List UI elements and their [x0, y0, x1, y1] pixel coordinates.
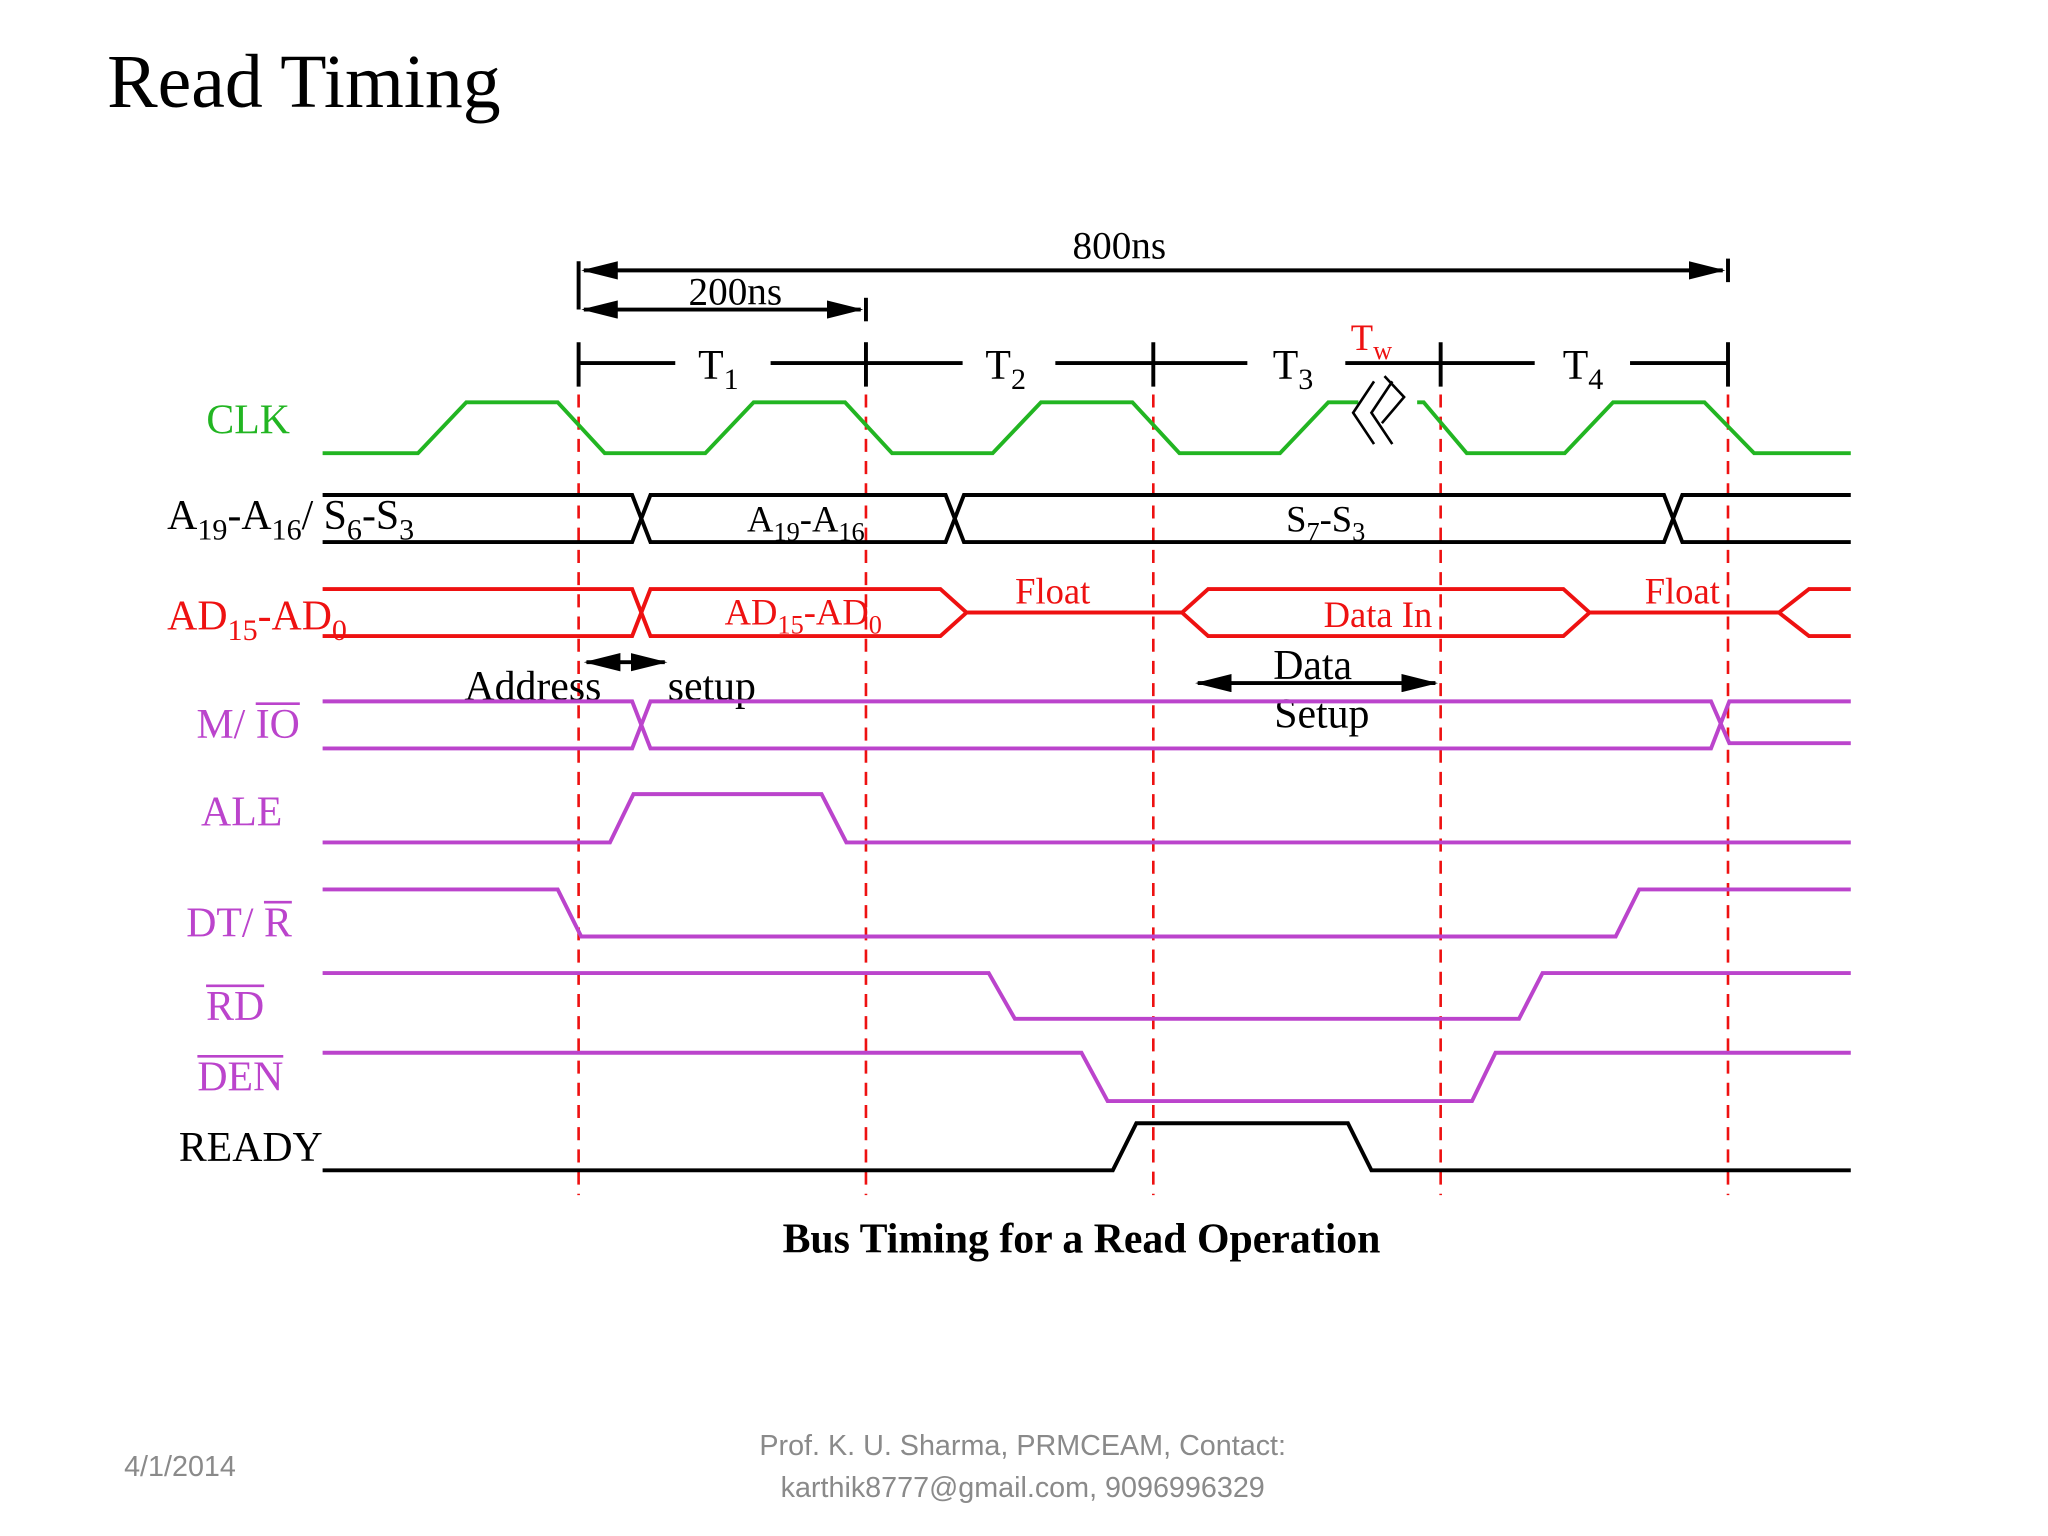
text-segment: 2	[1011, 362, 1026, 396]
text-segment: / S	[302, 493, 347, 539]
footer-credit: karthik8777@gmail.com, 9096996329	[781, 1472, 1265, 1504]
text-segment: RD	[206, 984, 264, 1030]
text-segment: DEN	[197, 1055, 283, 1101]
text-segment: 19	[197, 512, 227, 546]
state-label: T3	[1273, 343, 1314, 396]
text-segment: T	[698, 343, 724, 389]
diagram-caption: Bus Timing for a Read Operation	[783, 1217, 1381, 1263]
wait-state-label: Tw	[1351, 317, 1392, 365]
text-segment: IO	[256, 702, 300, 748]
dtr-wave	[322, 887, 1851, 939]
text-segment: READY	[179, 1125, 323, 1171]
text-segment: 3	[399, 512, 414, 546]
ad-bus	[322, 587, 1851, 639]
text-segment: -S	[362, 493, 399, 539]
wait-break	[1369, 380, 1394, 445]
mio-wave	[322, 699, 1851, 751]
footer-date: 4/1/2014	[124, 1451, 236, 1483]
text-segment: S	[1286, 499, 1306, 540]
annotation: Data	[1273, 643, 1352, 689]
text-segment: 0	[332, 613, 347, 647]
text-segment: -A	[800, 499, 839, 540]
text-segment: 19	[773, 518, 799, 547]
text-segment: T	[1563, 343, 1589, 389]
text-segment: 15	[777, 610, 803, 639]
signal-label: CLK	[206, 398, 290, 444]
text-segment: A	[747, 499, 774, 540]
wait-break	[1351, 380, 1376, 445]
text-segment: -S	[1320, 499, 1353, 540]
bus-content: A19-A16	[747, 499, 865, 547]
ad-bus	[322, 587, 1851, 639]
text-segment: AD	[725, 591, 778, 632]
signal-label: AD15-AD0	[167, 594, 347, 647]
footer-credit: Prof. K. U. Sharma, PRMCEAM, Contact:	[759, 1430, 1286, 1462]
den-wave	[322, 1050, 1851, 1104]
signal-label: RD	[206, 984, 264, 1030]
text-segment: 16	[838, 518, 864, 547]
time-label: 800ns	[1073, 225, 1167, 268]
text-segment: M/	[197, 702, 256, 748]
text-segment: 16	[272, 512, 302, 546]
state-label: T2	[985, 343, 1026, 396]
text-segment: AD	[167, 594, 227, 640]
text-segment: T	[1273, 343, 1299, 389]
text-segment: 6	[347, 512, 362, 546]
signal-label: DT/ R	[186, 900, 292, 946]
text-segment: 3	[1352, 518, 1365, 547]
bus-content: Float	[1645, 570, 1720, 611]
text-segment: -A	[227, 493, 271, 539]
bus-content: Float	[1015, 570, 1090, 611]
text-segment: DT/	[186, 900, 264, 946]
text-segment: 1	[724, 362, 739, 396]
ready-wave	[322, 1121, 1851, 1173]
state-label: T1	[698, 343, 739, 396]
text-segment: 7	[1306, 518, 1319, 547]
annotation: Setup	[1274, 692, 1369, 738]
text-segment: 0	[869, 610, 882, 639]
time-label: 200ns	[689, 270, 783, 313]
address-bus	[322, 493, 1851, 544]
bus-content: S7-S3	[1286, 499, 1365, 547]
bus-content: AD15-AD0	[725, 591, 882, 639]
clk-wave	[1417, 400, 1851, 456]
bus-content: Data In	[1324, 594, 1433, 635]
text-segment: 4	[1588, 362, 1603, 396]
signal-label: A19-A16/ S6-S3	[167, 493, 414, 546]
mio-wave	[322, 699, 1851, 751]
text-segment: CLK	[206, 398, 290, 444]
signal-label: ALE	[201, 789, 282, 835]
text-segment: ALE	[201, 789, 282, 835]
text-segment: R	[264, 900, 292, 946]
text-segment: -AD	[258, 594, 332, 640]
state-label: T4	[1563, 343, 1604, 396]
text-segment: A	[167, 493, 197, 539]
text-segment: w	[1373, 336, 1392, 365]
signal-label: READY	[179, 1125, 323, 1171]
text-segment: 15	[228, 613, 258, 647]
rd-wave	[322, 971, 1851, 1021]
clk-wave	[322, 400, 1359, 456]
text-segment: T	[985, 343, 1011, 389]
wait-break	[1380, 375, 1406, 425]
ale-wave	[322, 792, 1851, 845]
text-segment: -AD	[804, 591, 869, 632]
text-segment: T	[1351, 317, 1373, 358]
signal-label: M/ IO	[197, 702, 300, 748]
slide-title: Read Timing	[107, 40, 501, 124]
signal-label: DEN	[197, 1055, 283, 1101]
text-segment: 3	[1298, 362, 1313, 396]
